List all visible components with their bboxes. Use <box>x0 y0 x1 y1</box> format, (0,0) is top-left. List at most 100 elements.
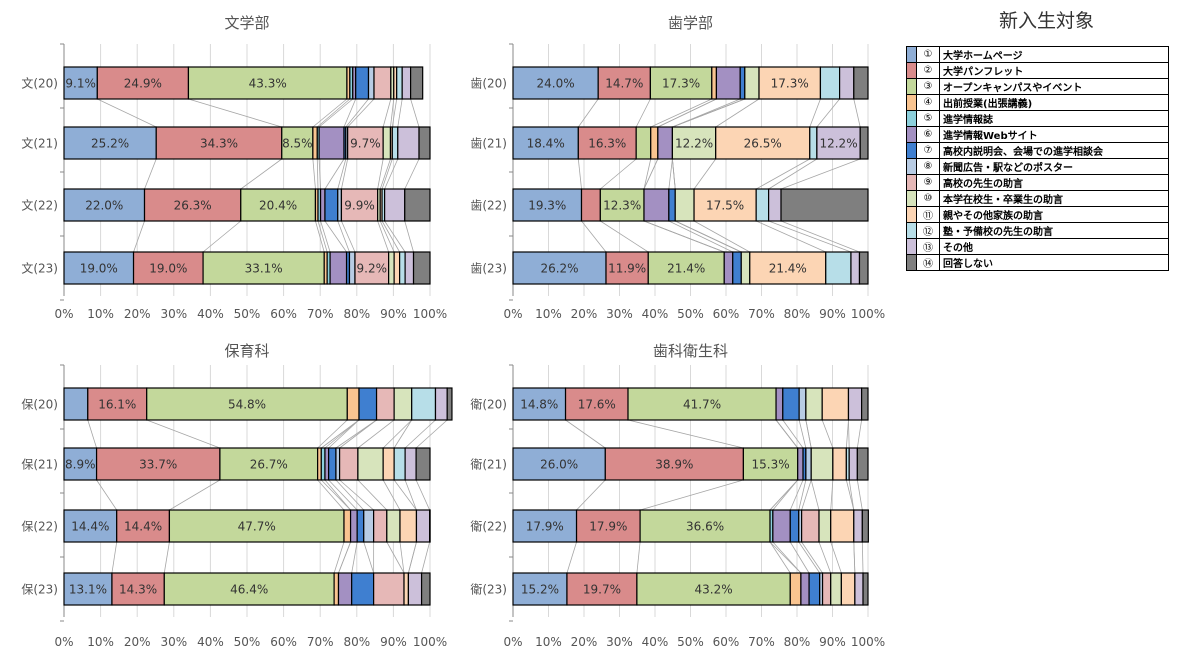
series-connector <box>399 541 405 574</box>
series-connector <box>643 158 652 190</box>
series-connector <box>775 419 799 449</box>
legend: 新入生対象 ① 大学ホームページ ② 大学パンフレット ③ オープンキャンパスやイベント ④… <box>906 6 1187 271</box>
bar-segment <box>643 188 670 222</box>
data-label: 11.9% <box>608 262 646 276</box>
chart-title: 歯学部 <box>668 14 713 32</box>
x-tick-label: 20% <box>124 635 151 649</box>
bar-segment <box>373 66 392 100</box>
bar-segment <box>577 126 637 160</box>
y-category-label: 保(22) <box>21 520 58 534</box>
series-connector <box>324 419 360 449</box>
series-connector <box>324 220 347 253</box>
legend-number: ⑩ <box>916 190 940 207</box>
y-category-label: 文(22) <box>21 198 58 213</box>
legend-item: ⑥ 進学情報Webサイト <box>906 126 1169 143</box>
legend-item: ⑪ 親やその他家族の助言 <box>906 206 1169 223</box>
bar-segment <box>821 387 850 421</box>
series-connector <box>635 98 651 128</box>
bar-segment <box>847 387 863 421</box>
legend-number: ④ <box>916 94 940 111</box>
bar-segment <box>862 572 869 606</box>
series-connector <box>404 158 420 190</box>
x-tick-label: 80% <box>784 307 811 321</box>
series-connector <box>639 479 744 511</box>
legend-number: ⑦ <box>916 142 940 159</box>
x-tick-label: 100% <box>413 307 447 321</box>
series-connector <box>347 98 375 128</box>
bar-segment <box>758 66 822 100</box>
data-label: 33.1% <box>245 262 283 276</box>
bar-segment <box>63 188 146 222</box>
bar-segment <box>363 509 375 543</box>
data-label: 9.2% <box>357 262 388 276</box>
legend-item: ⑨ 高校の先生の助言 <box>906 174 1169 191</box>
bar-segment <box>723 251 734 285</box>
x-tick-label: 70% <box>307 635 334 649</box>
bar-segment <box>840 572 856 606</box>
chart-panel: 歯学部 0% 10% 20% 30% 40% 50% 60% 70% 80% 90% 100% 24.0… <box>470 14 885 321</box>
bar-segment <box>404 251 415 285</box>
series-connector <box>772 479 799 511</box>
bar-segment <box>410 66 424 100</box>
bar-segment <box>740 251 751 285</box>
legend-number: ③ <box>916 78 940 95</box>
x-tick-label: 0% <box>503 635 522 649</box>
bar-segment <box>512 447 606 481</box>
series-connector <box>772 541 802 574</box>
bar-segment <box>404 188 431 222</box>
series-connector <box>324 158 345 190</box>
x-tick-label: 50% <box>234 307 261 321</box>
x-tick-label: 30% <box>606 635 633 649</box>
data-label: 36.6% <box>686 520 724 534</box>
bar-segment <box>580 188 601 222</box>
legend-label: 塾・予備校の先生の助言 <box>939 222 1169 239</box>
bar-segment <box>775 387 784 421</box>
series-connector <box>755 158 810 190</box>
legend-swatch <box>906 174 917 191</box>
data-label: 19.3% <box>528 199 566 213</box>
x-tick-label: 10% <box>535 635 562 649</box>
bar-segment <box>575 509 641 543</box>
bar-segment <box>742 447 799 481</box>
series-connector <box>390 98 395 128</box>
series-connector <box>146 419 221 449</box>
bar-segment <box>821 572 832 606</box>
bar-segment <box>337 572 353 606</box>
y-category-label: 文(20) <box>21 76 58 91</box>
bar-segment <box>373 509 388 543</box>
bar-segment <box>635 126 652 160</box>
data-label: 33.7% <box>139 458 177 472</box>
bar-segment <box>375 387 395 421</box>
data-label: 12.3% <box>603 199 641 213</box>
series-connector <box>657 98 717 128</box>
legend-item: ⑫ 塾・予備校の先生の助言 <box>906 222 1169 239</box>
series-connector <box>801 541 823 574</box>
series-connector <box>341 220 356 253</box>
series-connector <box>377 220 390 253</box>
series-connector <box>320 220 331 253</box>
bar-segment <box>810 447 834 481</box>
bar-segment <box>116 509 171 543</box>
series-connector <box>312 98 348 128</box>
bar-segment <box>333 572 340 606</box>
x-tick-label: 60% <box>270 307 297 321</box>
bar-segment <box>861 387 869 421</box>
bar-segment <box>850 251 861 285</box>
x-tick-label: 20% <box>571 635 598 649</box>
legend-table: ① 大学ホームページ ② 大学パンフレット ③ オープンキャンパスやイベント ④ 出前授業(出… <box>906 46 1169 271</box>
series-connector <box>379 220 395 253</box>
series-connector <box>600 220 649 253</box>
bar-segment <box>401 66 412 100</box>
bar-segment <box>63 126 157 160</box>
data-label: 19.0% <box>149 262 187 276</box>
bar-segment <box>358 387 378 421</box>
bar-segment <box>393 447 406 481</box>
bar-segment <box>512 251 607 285</box>
bar-segment <box>407 572 423 606</box>
series-connector <box>798 479 807 511</box>
legend-number: ⑪ <box>916 206 940 223</box>
data-label: 41.7% <box>683 398 721 412</box>
series-connector <box>856 419 863 449</box>
series-connector <box>335 479 365 511</box>
series-connector <box>357 419 395 449</box>
